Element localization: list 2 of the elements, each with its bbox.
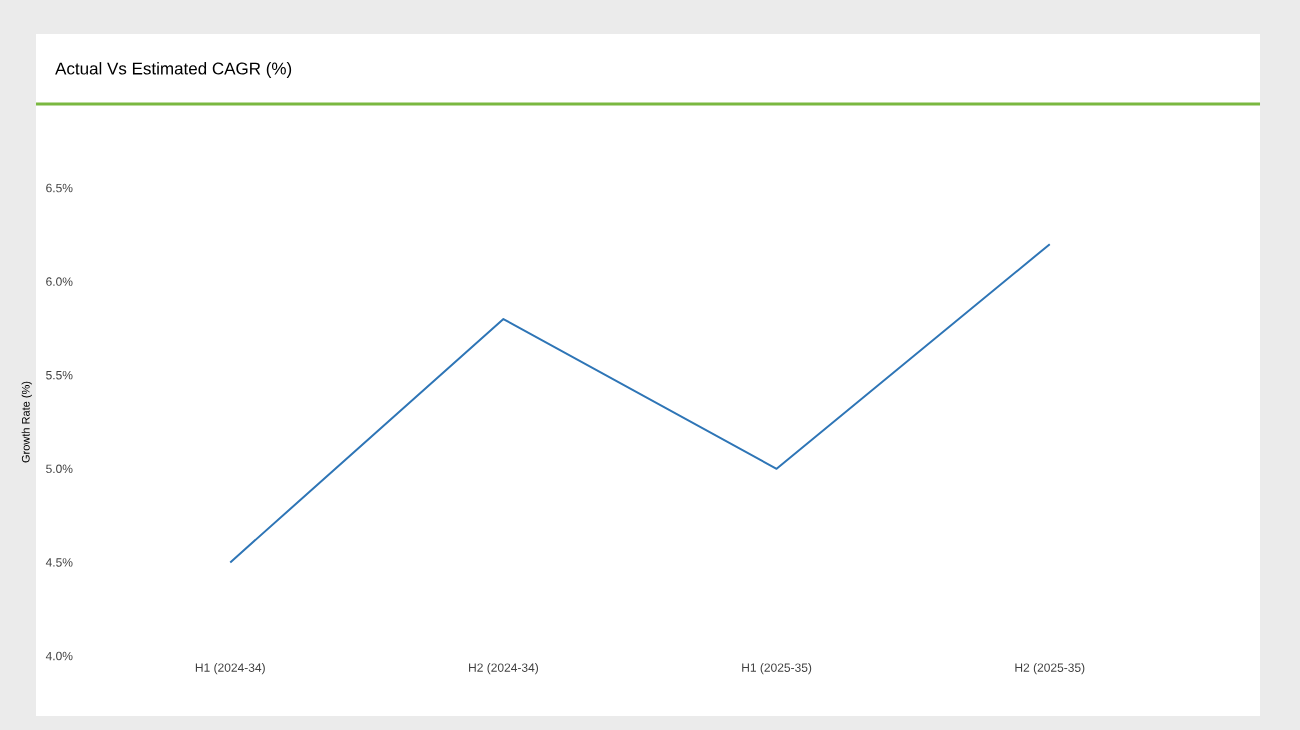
chart-title: Actual Vs Estimated CAGR (%) [55, 62, 292, 78]
line-series [229, 243, 1051, 564]
